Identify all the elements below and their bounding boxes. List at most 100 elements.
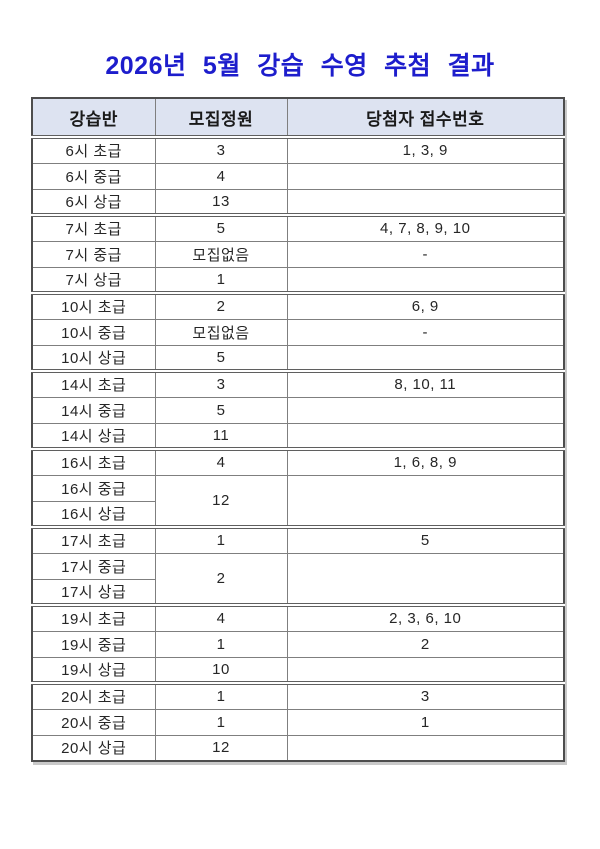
table-cell: 1, 6, 8, 9 xyxy=(286,448,565,476)
table-cell: 4, 7, 8, 9, 10 xyxy=(286,214,565,242)
table-cell: 13 xyxy=(154,188,288,217)
table-row: 6시 초급 3 1, 3, 9 xyxy=(31,136,565,164)
table-cell: 5 xyxy=(154,396,288,424)
results-table: 강습반 모집정원 당첨자 접수번호 6시 초급 3 1, 3, 9 6시 중급 4 6시 … xyxy=(31,97,565,762)
table-cell: 4 xyxy=(154,604,288,632)
table-row: 16시 중급 12 xyxy=(31,474,565,529)
table-cell: 모집없음 xyxy=(154,240,288,268)
table-cell: 7시 초급 xyxy=(31,214,156,242)
table-cell: 8, 10, 11 xyxy=(286,370,565,398)
table-cell: 3 xyxy=(154,136,288,164)
table-cell: 1 xyxy=(154,630,288,658)
table-row: 14시 상급 11 xyxy=(31,422,565,451)
table-cell: 5 xyxy=(154,214,288,242)
table-cell: 19시 중급 xyxy=(31,630,156,658)
table-cell xyxy=(286,266,565,295)
table-cell: 11 xyxy=(154,422,288,451)
table-cell: 17시 초급 xyxy=(31,526,156,554)
table-cell: 17시 중급 xyxy=(31,552,156,580)
table-cell: 4 xyxy=(154,162,288,190)
table-row: 7시 초급 5 4, 7, 8, 9, 10 xyxy=(31,214,565,242)
table-cell: 10시 초급 xyxy=(31,292,156,320)
table-cell: 16시 초급 xyxy=(31,448,156,476)
table-cell: 14시 상급 xyxy=(31,422,156,451)
table-cell: 20시 상급 xyxy=(31,734,156,762)
table-row: 10시 상급 5 xyxy=(31,344,565,373)
table-cell: 6, 9 xyxy=(286,292,565,320)
table-cell: 10시 상급 xyxy=(31,344,156,373)
table-cell: - xyxy=(286,240,565,268)
results-table-header: 강습반 모집정원 당첨자 접수번호 xyxy=(31,97,565,139)
table-row: 14시 초급 3 8, 10, 11 xyxy=(31,370,565,398)
table-cell: 1 xyxy=(154,266,288,295)
table-cell: 20시 초급 xyxy=(31,682,156,710)
table-cell: 2 xyxy=(286,630,565,658)
table-cell: 6시 초급 xyxy=(31,136,156,164)
table-row: 19시 중급 1 2 xyxy=(31,630,565,658)
table-row: 7시 상급 1 xyxy=(31,266,565,295)
table-row: 19시 상급 10 xyxy=(31,656,565,685)
table-cell xyxy=(286,552,565,607)
table-row: 16시 상급 xyxy=(31,500,564,529)
table-row: 10시 중급 모집없음 - xyxy=(31,318,565,346)
table-cell: 14시 초급 xyxy=(31,370,156,398)
table-cell: 10 xyxy=(154,656,288,685)
table-cell: 19시 상급 xyxy=(31,656,156,685)
table-row: 14시 중급 5 xyxy=(31,396,565,424)
table-row: 7시 중급 모집없음 - xyxy=(31,240,565,268)
table-cell: 12 xyxy=(154,474,288,529)
table-cell: 1 xyxy=(286,708,565,736)
column-header-capacity: 모집정원 xyxy=(154,97,288,139)
table-cell: 1 xyxy=(154,526,288,554)
table-row: 6시 중급 4 xyxy=(31,162,565,190)
table-cell: 1, 3, 9 xyxy=(286,136,565,164)
table-cell xyxy=(286,396,565,424)
results-table-body: 6시 초급 3 1, 3, 9 6시 중급 4 6시 상급 13 7시 초급 5 4, 7, 8,… xyxy=(31,136,565,762)
table-cell xyxy=(286,162,565,190)
table-cell: 19시 초급 xyxy=(31,604,156,632)
table-cell: 2 xyxy=(154,292,288,320)
table-row: 20시 초급 1 3 xyxy=(31,682,565,710)
table-row: 17시 중급 2 xyxy=(31,552,565,607)
table-row: 20시 중급 1 1 xyxy=(31,708,565,736)
table-cell: 2 xyxy=(154,552,288,607)
table-cell: 6시 중급 xyxy=(31,162,156,190)
table-cell: 5 xyxy=(154,344,288,373)
table-cell: 7시 상급 xyxy=(31,266,156,295)
table-row: 17시 상급 xyxy=(31,578,564,607)
header-row: 강습반 모집정원 당첨자 접수번호 xyxy=(31,97,565,139)
table-cell xyxy=(286,188,565,217)
table-cell: 16시 중급 xyxy=(31,474,156,502)
table-cell xyxy=(286,656,565,685)
table-cell xyxy=(286,344,565,373)
table-row: 19시 초급 4 2, 3, 6, 10 xyxy=(31,604,565,632)
table-cell: 20시 중급 xyxy=(31,708,156,736)
table-row: 20시 상급 12 xyxy=(31,734,565,762)
table-cell xyxy=(286,734,565,762)
table-cell: 7시 중급 xyxy=(31,240,156,268)
table-cell: 5 xyxy=(286,526,565,554)
table-cell: 14시 중급 xyxy=(31,396,156,424)
table-cell xyxy=(286,422,565,451)
table-cell: 17시 상급 xyxy=(31,578,156,607)
table-cell xyxy=(286,474,565,529)
table-cell: 3 xyxy=(154,370,288,398)
table-cell: - xyxy=(286,318,565,346)
table-cell: 16시 상급 xyxy=(31,500,156,529)
table-row: 10시 초급 2 6, 9 xyxy=(31,292,565,320)
page-title: 2026년 5월 강습 수영 추첨 결과 xyxy=(105,52,495,80)
table-cell: 6시 상급 xyxy=(31,188,156,217)
table-cell: 2, 3, 6, 10 xyxy=(286,604,565,632)
table-cell: 3 xyxy=(286,682,565,710)
table-cell: 모집없음 xyxy=(154,318,288,346)
table-cell: 10시 중급 xyxy=(31,318,156,346)
table-row: 16시 초급 4 1, 6, 8, 9 xyxy=(31,448,565,476)
table-row: 6시 상급 13 xyxy=(31,188,565,217)
column-header-winners: 당첨자 접수번호 xyxy=(286,97,565,139)
table-cell: 1 xyxy=(154,708,288,736)
table-cell: 12 xyxy=(154,734,288,762)
table-row: 17시 초급 1 5 xyxy=(31,526,565,554)
table-cell: 4 xyxy=(154,448,288,476)
column-header-class: 강습반 xyxy=(31,97,156,139)
